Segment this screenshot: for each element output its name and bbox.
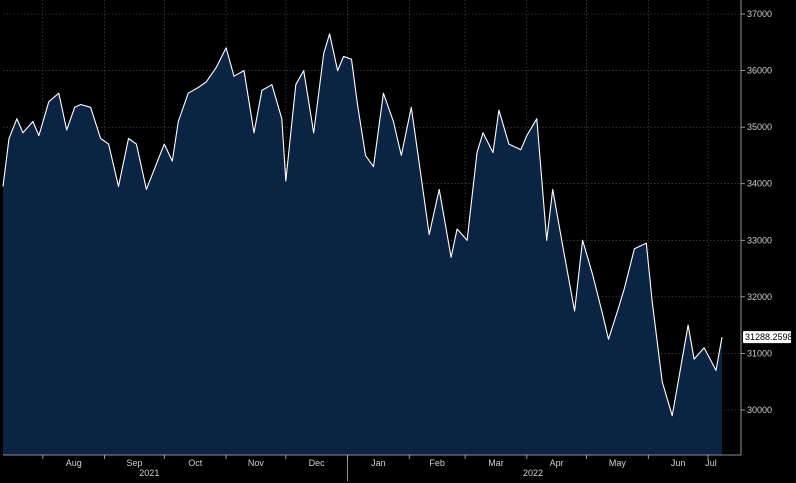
year-labels: 2021 2022	[139, 455, 543, 481]
x-tick-label: Sep	[126, 458, 142, 468]
y-tick-label: 37000	[747, 9, 772, 19]
x-tick-label: Jun	[671, 458, 686, 468]
y-tick-label: 35000	[747, 122, 772, 132]
y-tick-label: 31000	[747, 348, 772, 358]
x-tick-label: Feb	[429, 458, 445, 468]
x-tick-label: Apr	[550, 458, 564, 468]
price-area-fill	[3, 33, 722, 456]
x-tick-label: Jul	[705, 458, 717, 468]
y-tick-label: 32000	[747, 292, 772, 302]
x-tick-label: Oct	[188, 458, 203, 468]
last-value-label: 31288.2598	[745, 332, 793, 342]
chart-axes	[3, 0, 742, 456]
last-value-marker: 31288.2598	[743, 331, 793, 344]
y-tick-label: 33000	[747, 235, 772, 245]
y-axis-ticks: 30000 31000 32000 33000 34000 35000 36000 37000	[741, 9, 772, 415]
x-tick-label: Mar	[488, 458, 504, 468]
x-tick-label: May	[609, 458, 627, 468]
x-tick-label: Aug	[66, 458, 82, 468]
y-tick-label: 30000	[747, 405, 772, 415]
year-label: 2021	[139, 468, 159, 478]
year-label: 2022	[523, 468, 543, 478]
price-line	[2, 33, 723, 417]
x-tick-label: Jan	[371, 458, 386, 468]
y-tick-label: 34000	[747, 179, 772, 189]
last-value-box	[743, 331, 791, 344]
y-tick-label: 36000	[747, 66, 772, 76]
x-tick-label: Nov	[248, 458, 265, 468]
x-tick-label: Dec	[309, 458, 326, 468]
